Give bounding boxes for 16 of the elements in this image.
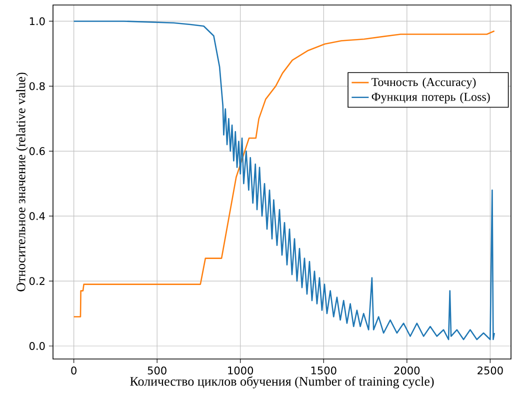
legend-label: Точность (Accuracy) [372,78,476,89]
y-tick-label: 0.6 [29,147,45,156]
y-axis-title: Относительное значение (relative value) [16,72,28,292]
x-tick-label: 0 [71,366,76,374]
x-axis-title: Количество циклов обучения (Number of training cycle) [130,376,434,388]
x-tick-label: 500 [148,366,166,374]
x-tick-label: 1500 [311,366,336,374]
y-tick-label: 0.0 [29,342,45,350]
y-tick-label: 1.0 [30,17,45,26]
y-tick-label: 0.4 [29,212,45,220]
x-tick-label: 2000 [394,366,420,374]
y-tick-label: 0.8 [29,82,45,90]
y-tick-label: 0.2 [29,277,44,286]
x-tick-label: 1000 [228,366,254,374]
legend-label: Функция потерь (Loss) [372,92,490,104]
x-tick-label: 2500 [478,366,503,374]
